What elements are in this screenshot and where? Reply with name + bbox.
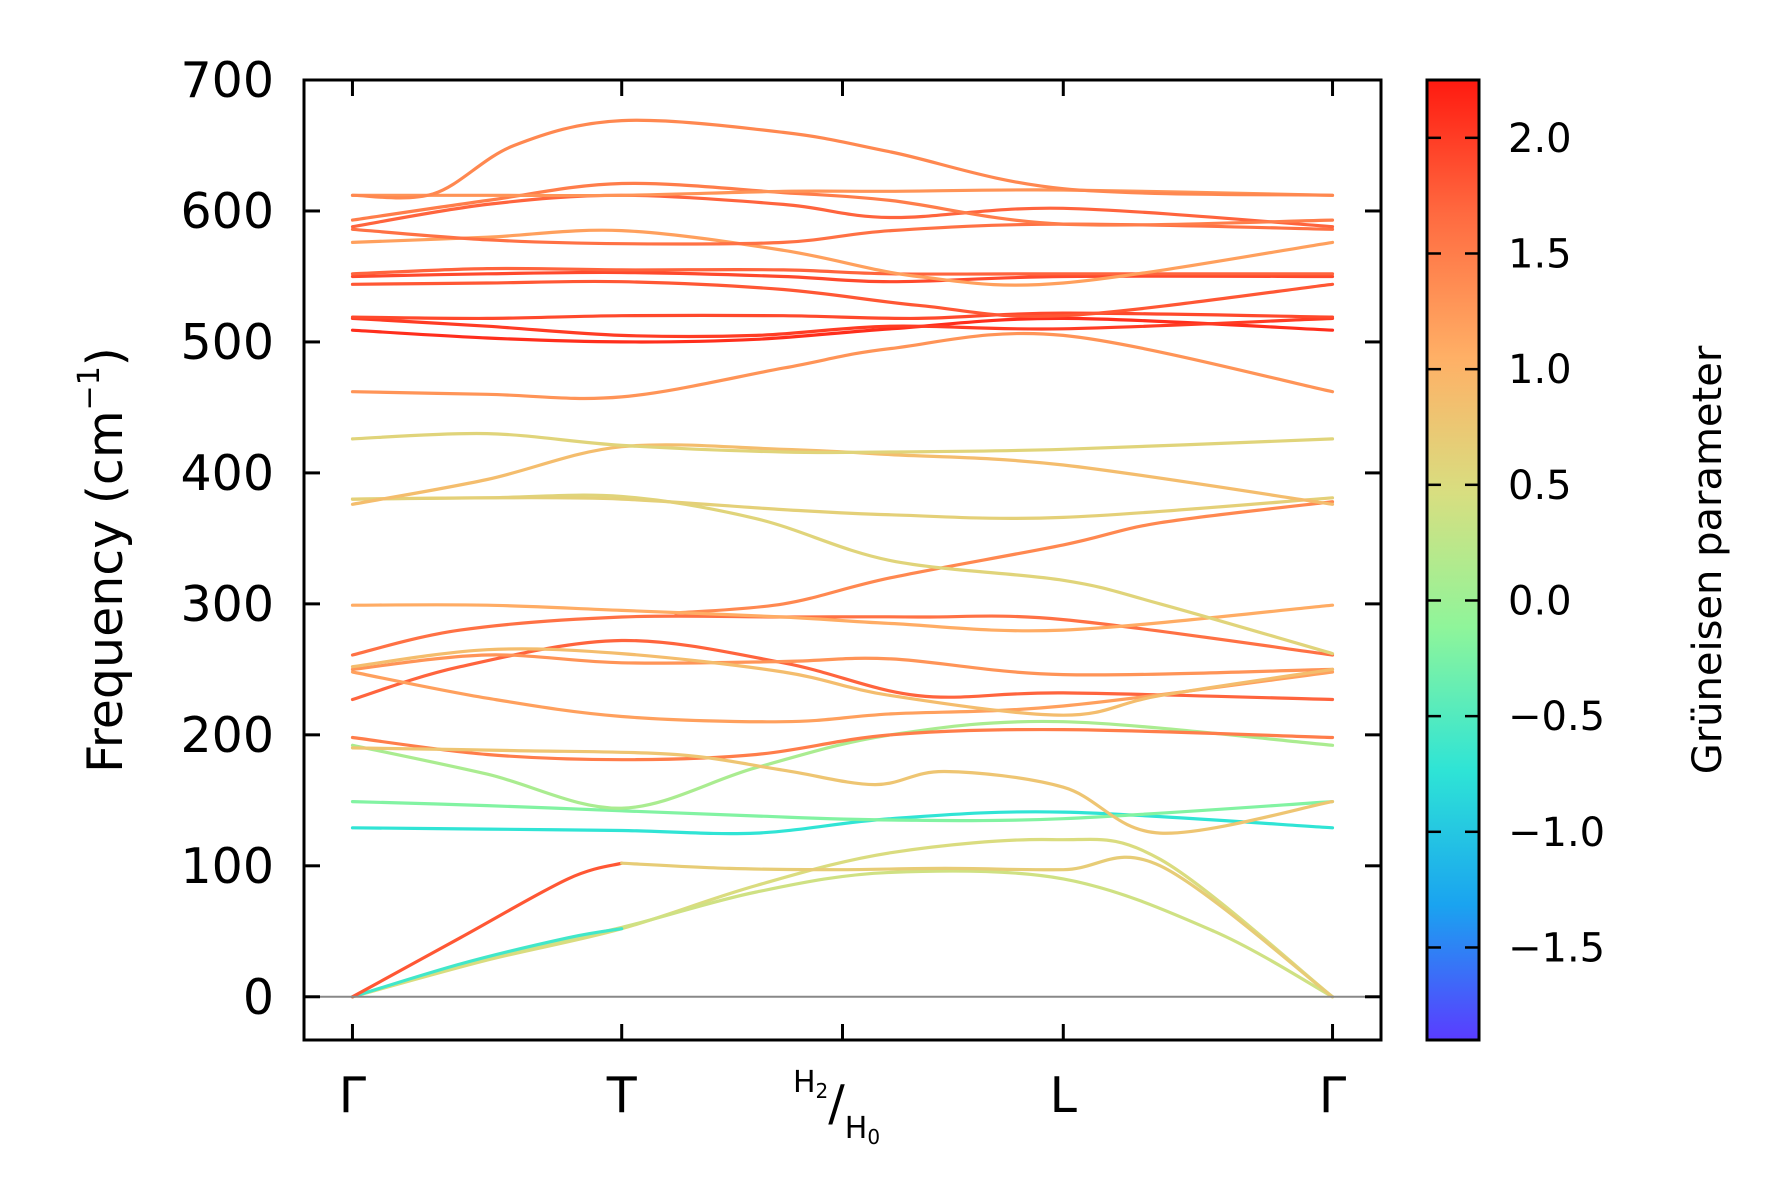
phonon-band-6 [350, 800, 1335, 823]
colorbar-tick-label: 0.0 [1508, 578, 1572, 624]
y-tick-label: 200 [180, 707, 274, 764]
colorbar-tick-label: 2.0 [1508, 116, 1572, 162]
phonon-band-8 [350, 727, 1335, 762]
colorbar-tick-label: 1.5 [1508, 231, 1572, 277]
colorbar-tick-label: 1.0 [1508, 347, 1572, 393]
colorbar-tick-label: −0.5 [1508, 694, 1605, 740]
y-axis-label: Frequency (cm−1) [72, 347, 134, 773]
phonon-band-27 [350, 266, 1335, 276]
phonon-band-15 [674, 500, 1335, 615]
phonon-band-3 [350, 861, 624, 999]
phonon-band-19 [350, 443, 1335, 506]
y-axis: 0 100 200 300 400 500 600 700 [180, 52, 1381, 1026]
x-tick-label: Γ [1319, 1067, 1347, 1124]
y-tick-label: 600 [180, 183, 274, 240]
phonon-band-7 [350, 719, 1335, 810]
x-tick-label: Γ [339, 1067, 367, 1124]
y-tick-label: 500 [180, 314, 274, 371]
phonon-band-11 [350, 670, 1335, 724]
x-tick-label: H2/H0 [793, 1065, 880, 1149]
x-tick-label: T [606, 1067, 638, 1124]
colorbar-tick-label: 0.5 [1508, 463, 1572, 509]
phonon-band-22 [350, 316, 1335, 344]
phonon-band-18 [350, 496, 1335, 520]
phonon-band-2 [350, 927, 624, 999]
x-tick-label: L [1050, 1067, 1078, 1124]
y-tick-label: 300 [180, 576, 274, 633]
phonon-band-25 [350, 279, 1335, 319]
phonon-band-20 [350, 431, 1335, 455]
phonon-band-26 [350, 270, 1335, 284]
phonon-band-33 [350, 118, 1335, 200]
y-tick-label: 400 [180, 445, 274, 502]
phonon-band-4 [620, 855, 1335, 999]
phonon-band-16 [350, 603, 1335, 633]
phonon-band-9 [350, 746, 1335, 835]
phonon-band-28 [350, 228, 1335, 287]
colorbar-tick-label: −1.0 [1508, 810, 1605, 856]
phonon-band-12 [350, 653, 1335, 677]
phonon-band-31 [350, 181, 1335, 227]
phonon-band-21 [350, 331, 1335, 401]
phonon-band-10 [350, 638, 1335, 702]
phonon-band-1 [350, 869, 1335, 999]
phonon-band-23 [350, 316, 1335, 339]
colorbar-label: Grüneisen parameter [1685, 345, 1731, 774]
colorbar [1425, 78, 1481, 1042]
x-axis: Γ T H2/H0 L Γ [339, 80, 1347, 1149]
phonon-bands [350, 118, 1335, 999]
phonon-band-30 [350, 193, 1335, 229]
colorbar-ticks: −1.5 −1.0 −0.5 0.0 0.5 1.0 1.5 2.0 [1427, 116, 1605, 971]
phonon-band-13 [350, 647, 1335, 717]
phonon-band-24 [350, 311, 1335, 321]
y-tick-label: 100 [180, 838, 274, 895]
phonon-band-5 [350, 810, 1335, 836]
colorbar-tick-label: −1.5 [1508, 925, 1605, 971]
phonon-band-0 [350, 837, 1335, 999]
phonon-band-29 [350, 222, 1335, 246]
y-tick-label: 700 [180, 52, 274, 109]
y-tick-label: 0 [243, 969, 274, 1026]
